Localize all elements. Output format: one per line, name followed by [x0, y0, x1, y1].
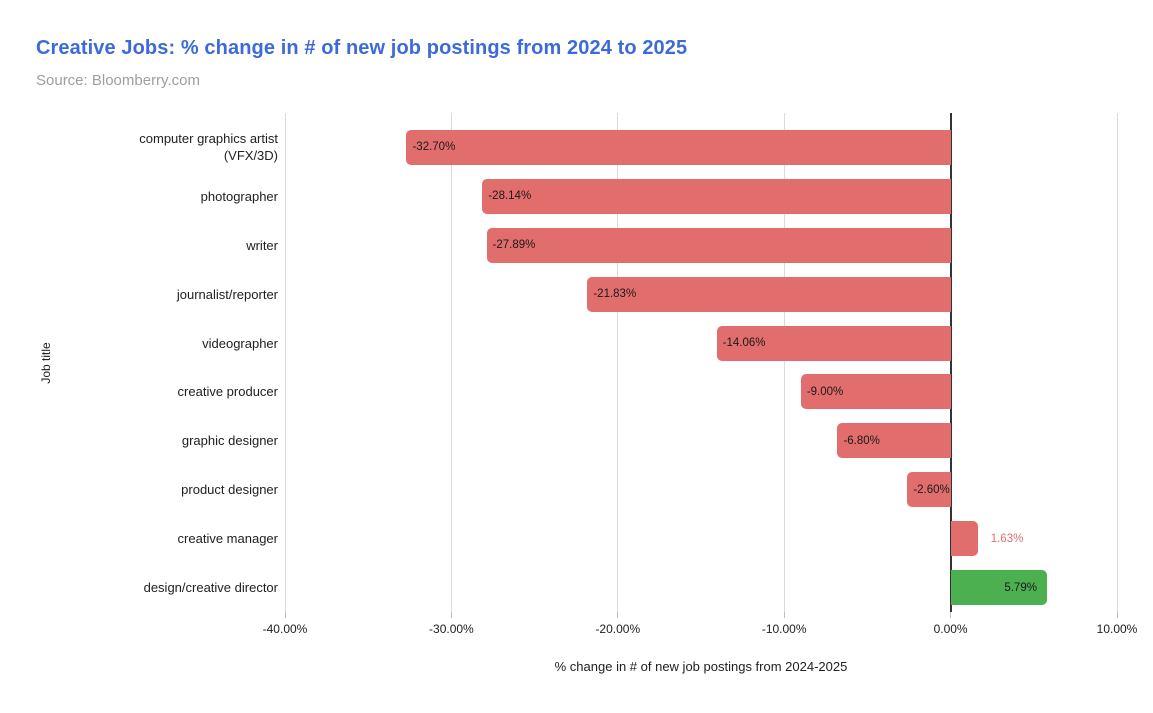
bar-value-label: 1.63% [990, 532, 1024, 545]
bar-value-label: -9.00% [806, 385, 844, 398]
gridline [617, 113, 619, 612]
x-tick-label: -30.00% [429, 622, 474, 636]
x-tick-label: -10.00% [761, 622, 807, 636]
gridline [1116, 113, 1118, 612]
bar [837, 423, 951, 459]
gridline [284, 113, 286, 612]
bar [907, 472, 951, 508]
plot-area: -40.00% -30.00% -20.00% -10.00% 0.00% 10.00% -… [263, 113, 1137, 636]
bar [950, 521, 978, 557]
x-axis-title: % change in # of new job postings from 2… [554, 659, 848, 674]
category-label: creative manager [177, 531, 278, 547]
bar-value-label: -21.83% [593, 288, 637, 301]
category-label: writer [246, 237, 278, 253]
x-tick-mark [450, 612, 452, 618]
bar-value-label: 5.79% [1004, 581, 1037, 594]
x-tick-mark [617, 612, 619, 618]
x-tick-label: 10.00% [1096, 622, 1138, 636]
gridline [783, 113, 785, 612]
category-label: videographer [202, 335, 278, 351]
category-label: photographer [200, 188, 278, 204]
x-tick-mark [950, 612, 952, 618]
bar [716, 325, 951, 361]
bar [587, 276, 951, 312]
x-tick-mark [284, 612, 286, 618]
bar-value-label: -32.70% [412, 141, 456, 154]
bar-value-label: -28.14% [488, 190, 532, 203]
category-axis: computer graphics artist (VFX/3D) photogr… [36, 123, 278, 612]
zero-line [949, 113, 952, 612]
x-tick-label: -40.00% [262, 622, 308, 636]
bar [482, 178, 951, 214]
category-label: journalist/reporter [176, 286, 278, 302]
bar [800, 374, 951, 410]
bar [406, 129, 951, 165]
chart-title: Creative Jobs: % change in # of new job … [36, 37, 688, 59]
bar-value-label: -27.89% [492, 239, 536, 252]
x-tick-label: 0.00% [933, 622, 968, 636]
bar [950, 570, 1047, 606]
bar [486, 227, 951, 263]
bar-value-label: -14.06% [722, 337, 766, 350]
category-label: design/creative director [143, 580, 278, 596]
chart-source: Source: Bloomberry.com [36, 72, 200, 89]
category-label: product designer [181, 482, 278, 498]
bar-value-label: -6.80% [843, 434, 880, 447]
x-tick-label: -20.00% [595, 622, 641, 636]
x-tick-mark [1116, 612, 1118, 618]
category-label: computer graphics artist (VFX/3D) [139, 131, 278, 164]
category-label: creative producer [177, 384, 278, 400]
x-tick-mark [783, 612, 785, 618]
gridline [450, 113, 452, 612]
category-label: graphic designer [181, 433, 278, 449]
bar-value-label: -2.60% [913, 483, 950, 496]
